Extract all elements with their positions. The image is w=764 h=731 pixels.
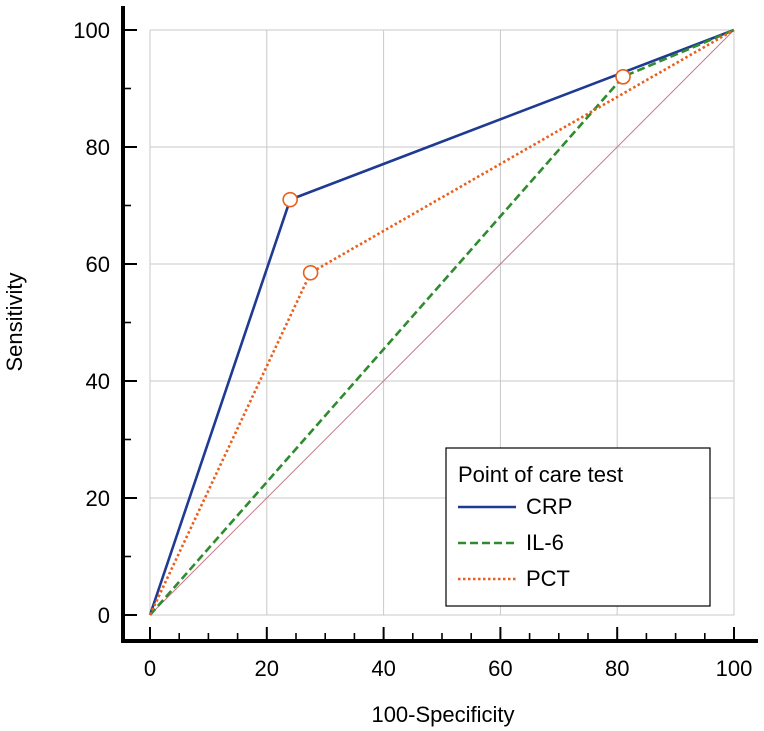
y-tick-label: 100 [73, 18, 110, 43]
legend-label-pct: PCT [526, 566, 570, 591]
legend-title: Point of care test [458, 462, 623, 487]
y-tick-label: 60 [86, 252, 110, 277]
x-tick-label: 40 [371, 656, 395, 681]
x-axis-title: 100-Specificity [371, 702, 514, 727]
tick-labels: 0 20 40 60 80 100 0 20 40 60 80 100 [73, 18, 752, 681]
series-line-pct [148, 28, 735, 616]
marker-layer [282, 69, 631, 281]
series-line-il-6 [149, 28, 735, 616]
legend-label-il-6: IL-6 [526, 530, 564, 555]
y-tick-label: 0 [98, 603, 110, 628]
x-tick-label: 100 [716, 656, 753, 681]
cutoff-point-marker-2 [615, 69, 631, 85]
reference-diagonal-line [149, 29, 735, 616]
legend-items: CRP IL-6 PCT [458, 494, 572, 591]
x-tick-label: 0 [144, 656, 156, 681]
cutoff-point-marker-0 [282, 191, 298, 208]
legend: Point of care test CRP IL-6 PCT [445, 447, 711, 607]
y-tick-label: 40 [86, 369, 110, 394]
grid-lines [149, 29, 735, 616]
y-axis-title: Sensitivity [2, 272, 27, 371]
y-tick-label: 80 [86, 135, 110, 160]
x-tick-label: 80 [605, 656, 629, 681]
y-tick-label: 20 [86, 486, 110, 511]
legend-label-crp: CRP [526, 494, 572, 519]
axes [121, 6, 758, 643]
x-tick-label: 20 [255, 656, 279, 681]
cutoff-point-marker-1 [302, 264, 319, 281]
x-tick-label: 60 [488, 656, 512, 681]
